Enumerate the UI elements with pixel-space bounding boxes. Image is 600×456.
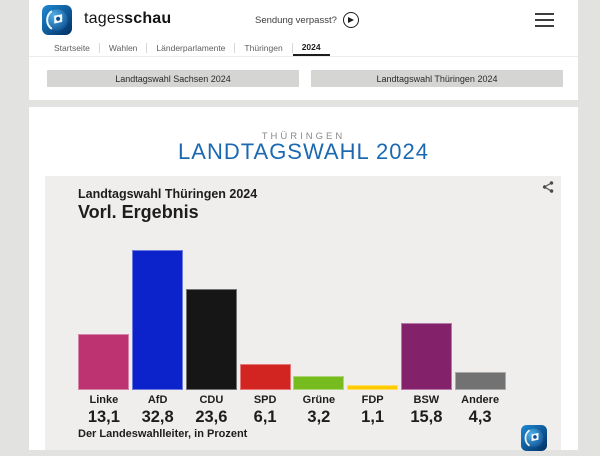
breadcrumb-item-2024[interactable]: 2024 — [292, 40, 330, 56]
breadcrumb-separator — [146, 43, 148, 53]
chart-column-linke: Linke 13,1 — [77, 250, 131, 426]
tab-landtagswahl-thueringen-2024[interactable]: Landtagswahl Thüringen 2024 — [311, 70, 563, 87]
bar-fdp — [347, 385, 399, 390]
chart-subtitle: Vorl. Ergebnis — [78, 202, 199, 222]
watch-link[interactable]: Sendung verpasst? — [255, 12, 359, 28]
bar-afd — [132, 250, 184, 390]
party-label: Andere — [461, 394, 500, 406]
chart-column-andere: Andere 4,3 — [453, 250, 507, 426]
tab-landtagswahl-sachsen-2024[interactable]: Landtagswahl Sachsen 2024 — [47, 70, 299, 87]
party-value: 1,1 — [361, 408, 385, 426]
chart-column-fdp: FDP 1,1 — [346, 250, 400, 426]
party-value: 23,6 — [195, 408, 228, 426]
bar-cdu — [185, 289, 237, 390]
election-tabs: Landtagswahl Sachsen 2024 Landtagswahl Th… — [47, 70, 563, 87]
main-content: THÜRINGEN LANDTAGSWAHL 2024 Landtagswahl… — [29, 107, 578, 451]
breadcrumb-item-startseite[interactable]: Startseite — [54, 43, 90, 53]
bar-gruene — [293, 376, 345, 390]
share-icon — [542, 181, 554, 193]
brand-regular: tages — [84, 10, 125, 27]
party-label: Grüne — [302, 394, 336, 406]
tagesschau-logo[interactable] — [42, 5, 72, 35]
brand-wordmark[interactable]: tagesschau — [84, 10, 171, 28]
chart-column-afd: AfD 32,8 — [131, 250, 185, 426]
party-value: 3,2 — [307, 408, 331, 426]
breadcrumb: Startseite Wahlen Länderparlamente Thüringe… — [29, 40, 578, 57]
party-value: 15,8 — [410, 408, 443, 426]
breadcrumb-item-laenderparlamente[interactable]: Länderparlamente — [156, 43, 226, 53]
tagesschau-globe-icon — [42, 5, 72, 35]
breadcrumb-item-thueringen[interactable]: Thüringen — [244, 43, 283, 53]
breadcrumb-separator — [98, 43, 100, 53]
party-label: Linke — [89, 394, 119, 406]
tagesschau-globe-icon — [521, 425, 547, 451]
menu-button[interactable] — [535, 13, 554, 27]
bar-linke — [78, 334, 130, 390]
bar-andere — [454, 372, 506, 390]
breadcrumb-separator — [234, 43, 236, 53]
chart-title: Landtagswahl Thüringen 2024 — [78, 187, 258, 201]
party-label: FDP — [361, 394, 384, 406]
party-value: 6,1 — [253, 408, 277, 426]
share-button[interactable] — [539, 178, 557, 196]
watch-label: Sendung verpasst? — [255, 14, 337, 26]
page-kicker: THÜRINGEN — [261, 131, 346, 142]
site-header: tagesschau Sendung verpasst? Startseite W… — [29, 0, 578, 100]
page-title: LANDTAGSWAHL 2024 — [178, 139, 429, 164]
party-value: 13,1 — [87, 408, 120, 426]
bar-bsw — [400, 323, 452, 390]
party-label: AfD — [147, 394, 168, 406]
party-label: SPD — [253, 394, 277, 406]
breadcrumb-separator — [291, 43, 293, 53]
bar-chart: Linke 13,1 AfD 32,8 CDU 23,6 SPD 6,1 Grüne 3,2 FDP… — [77, 250, 507, 426]
chart-column-spd: SPD 6,1 — [238, 250, 292, 426]
chart-column-gruene: Grüne 3,2 — [292, 250, 346, 426]
chart-column-cdu: CDU 23,6 — [185, 250, 239, 426]
party-value: 32,8 — [141, 408, 174, 426]
party-label: BSW — [413, 394, 440, 406]
party-value: 4,3 — [468, 408, 492, 426]
party-label: CDU — [199, 394, 224, 406]
brand-bold: schau — [124, 10, 172, 27]
chart-watermark-logo — [521, 425, 547, 451]
chart-column-bsw: BSW 15,8 — [400, 250, 454, 426]
breadcrumb-item-wahlen[interactable]: Wahlen — [108, 43, 138, 53]
chart-source: Der Landeswahlleiter, in Prozent — [78, 428, 248, 440]
results-chart: Landtagswahl Thüringen 2024 Vorl. Ergebn… — [45, 176, 561, 451]
bar-spd — [239, 364, 291, 390]
play-icon — [342, 12, 359, 28]
